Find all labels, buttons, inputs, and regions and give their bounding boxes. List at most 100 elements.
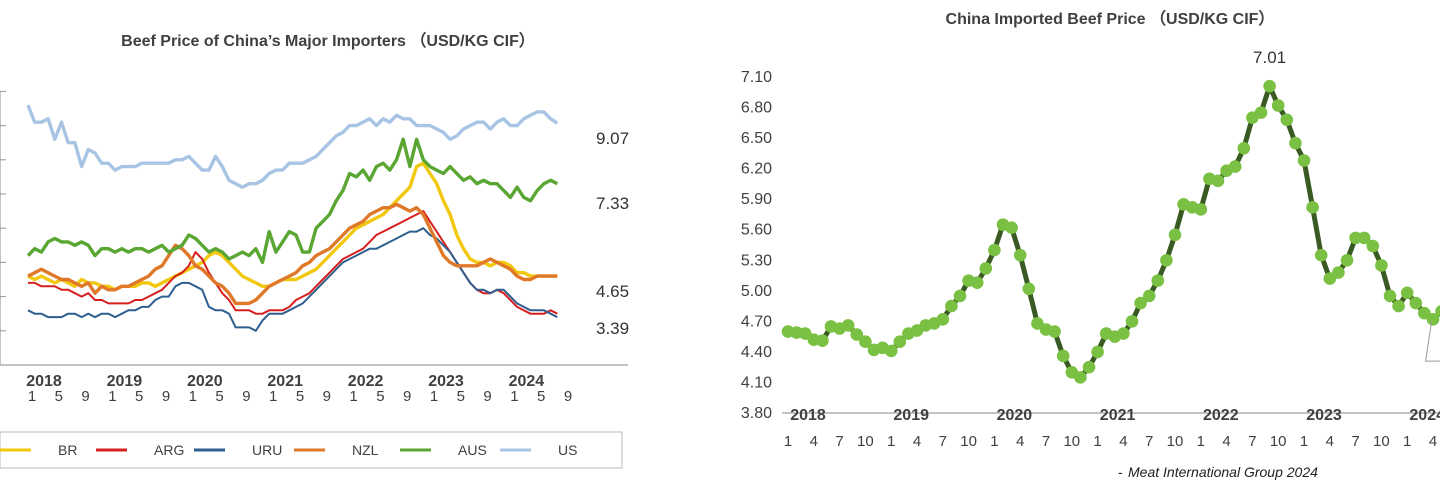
left-year-label: 2018 <box>26 373 62 390</box>
right-year-label: 2021 <box>1100 407 1136 424</box>
right-y-tick-label: 4.40 <box>741 344 772 361</box>
right-month-tick: 10 <box>960 433 977 450</box>
right-month-tick: 10 <box>1270 433 1287 450</box>
right-year-label: 2020 <box>997 407 1033 424</box>
right-month-tick: 7 <box>835 433 843 450</box>
right-data-point <box>1151 274 1165 287</box>
right-data-point <box>1383 289 1397 303</box>
right-data-point <box>1435 305 1440 318</box>
right-data-point <box>1013 248 1027 262</box>
right-data-point <box>1254 106 1268 119</box>
right-peak-label: 7.01 <box>1253 48 1286 67</box>
left-month-tick: 9 <box>403 388 411 405</box>
right-data-point <box>884 344 898 358</box>
legend-label-nzl: NZL <box>352 442 379 458</box>
right-month-tick: 1 <box>1093 433 1101 450</box>
left-month-tick: 9 <box>162 388 170 405</box>
left-series-line-aus <box>26 137 559 265</box>
right-end-leader <box>1425 321 1440 362</box>
right-month-tick: 1 <box>1300 433 1308 450</box>
right-y-tick-label: 7.10 <box>741 69 772 86</box>
left-month-tick: 9 <box>242 388 250 405</box>
left-month-tick: 5 <box>376 388 384 405</box>
right-y-tick-label: 5.90 <box>741 191 772 208</box>
left-end-label-us: 9.07 <box>596 129 629 148</box>
credit-dash: - <box>1118 464 1123 480</box>
left-chart-title: Beef Price of China’s Major Importers （U… <box>121 32 535 50</box>
right-data-point <box>979 262 993 275</box>
right-data-point <box>1211 174 1225 188</box>
right-series: 7.014 <box>781 48 1440 384</box>
right-data-point <box>1091 345 1104 359</box>
left-month-tick: 1 <box>108 388 116 405</box>
right-data-point <box>816 334 829 348</box>
right-y-tick-label: 5.00 <box>741 283 772 300</box>
left-month-tick: 9 <box>323 388 331 405</box>
right-data-point <box>1125 315 1139 328</box>
right-month-tick: 10 <box>857 433 874 450</box>
left-month-tick: 5 <box>537 388 545 405</box>
right-data-point <box>850 328 864 341</box>
right-data-point <box>1271 99 1285 112</box>
left-legend: BR ARG URU NZL AUS US <box>0 431 623 469</box>
right-data-point <box>970 276 984 289</box>
right-y-tick-label: 3.80 <box>741 405 772 422</box>
right-data-point <box>1160 253 1173 267</box>
left-month-tick: 1 <box>269 388 277 405</box>
left-month-tick: 5 <box>135 388 143 405</box>
left-month-tick: 1 <box>430 388 438 405</box>
right-data-point <box>1400 286 1414 300</box>
right-month-tick: 10 <box>1373 433 1390 450</box>
right-data-point <box>1168 228 1182 242</box>
chart-left: Beef Price of China’s Major Importers （U… <box>0 32 629 469</box>
right-data-point <box>953 289 967 303</box>
right-data-point <box>1074 371 1087 384</box>
right-month-tick: 1 <box>1403 433 1411 450</box>
right-month-tick: 4 <box>810 433 818 450</box>
right-month-tick: 10 <box>1063 433 1080 450</box>
right-data-point <box>1426 313 1440 326</box>
right-data-point <box>859 335 872 349</box>
right-y-tick-label: 5.30 <box>741 252 772 269</box>
right-y-tick-label: 5.60 <box>741 222 772 239</box>
left-year-label: 2022 <box>348 373 384 390</box>
left-end-labels: 3.39 4.65 7.33 9.07 <box>596 129 629 338</box>
right-y-tick-label: 6.20 <box>741 161 772 178</box>
right-month-tick: 4 <box>1429 433 1437 450</box>
right-data-point <box>1289 136 1302 150</box>
right-month-tick: 7 <box>939 433 947 450</box>
right-chart-title: China Imported Beef Price （USD/KG CIF） <box>946 10 1275 28</box>
left-y-axis-ticks <box>0 90 6 366</box>
right-data-point <box>1022 282 1036 296</box>
right-year-label: 2024 <box>1409 407 1440 424</box>
right-x-axis: 2018201920202021202220232024147101471014… <box>782 407 1440 450</box>
right-month-tick: 7 <box>1248 433 1256 450</box>
right-year-label: 2018 <box>790 407 826 424</box>
legend-label-aus: AUS <box>458 442 487 458</box>
right-month-tick: 1 <box>1197 433 1205 450</box>
legend-label-br: BR <box>58 442 77 458</box>
legend-label-us: US <box>558 442 577 458</box>
right-month-tick: 10 <box>1167 433 1184 450</box>
right-data-point <box>936 313 950 326</box>
legend-label-arg: ARG <box>154 442 184 458</box>
right-data-point <box>1297 154 1311 167</box>
right-y-tick-label: 4.10 <box>741 374 772 391</box>
left-year-label: 2024 <box>509 373 545 390</box>
right-month-tick: 4 <box>1119 433 1127 450</box>
right-month-tick: 1 <box>784 433 792 450</box>
left-series-line-uru <box>27 227 558 332</box>
left-year-label: 2021 <box>267 373 303 390</box>
right-data-point <box>1409 296 1423 310</box>
right-data-point <box>1306 201 1319 214</box>
left-month-tick: 9 <box>564 388 572 405</box>
right-data-point <box>1237 141 1251 155</box>
right-data-point <box>1056 349 1070 363</box>
left-year-label: 2023 <box>428 373 464 390</box>
chart-right: China Imported Beef Price （USD/KG CIF） 7… <box>741 10 1440 450</box>
left-year-label: 2020 <box>187 373 223 390</box>
right-month-tick: 7 <box>1145 433 1153 450</box>
left-legend-box <box>0 431 623 469</box>
left-month-tick: 1 <box>510 388 518 405</box>
